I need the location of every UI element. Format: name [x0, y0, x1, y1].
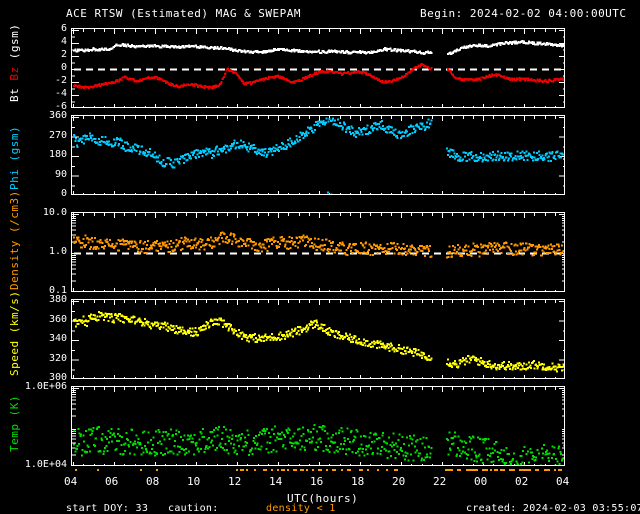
caution-mark — [544, 469, 550, 471]
yaxis-title-bt-bz: Bt Bz (gsm) — [8, 24, 21, 102]
yaxis-title-phi: Phi (gsm) — [8, 126, 21, 190]
yaxis-tick-label: 320 — [49, 354, 67, 364]
caution-mark — [75, 469, 77, 471]
caution-mark — [347, 469, 351, 471]
footer-caution-value: density < 1 — [266, 503, 336, 514]
page-title: ACE RTSW (Estimated) MAG & SWEPAM — [66, 7, 301, 20]
yaxis-tick-label: 0 — [61, 63, 67, 73]
caution-mark — [500, 469, 504, 471]
caution-mark — [457, 469, 461, 471]
yaxis-tick-label: 0 — [61, 189, 67, 199]
xaxis-tick-label: 14 — [269, 475, 282, 488]
yaxis-tick-label: 180 — [49, 150, 67, 160]
xaxis-tick-label: 22 — [433, 475, 446, 488]
panel-temp — [71, 386, 565, 466]
xaxis-tick-label: 04 — [556, 475, 569, 488]
panel-bt-bz — [71, 28, 565, 108]
yaxis-tick-label: 4 — [61, 37, 67, 47]
caution-mark — [254, 469, 256, 471]
xaxis-tick-label: 04 — [64, 475, 77, 488]
xaxis-tick-label: 06 — [105, 475, 118, 488]
yaxis-tick-label: 90 — [55, 170, 67, 180]
panel-phi — [71, 115, 565, 195]
caution-mark — [300, 469, 304, 471]
yaxis-tick-label: 360 — [49, 315, 67, 325]
yaxis-tick-label: 6 — [61, 24, 67, 34]
yaxis-tick-label: 1.0E+04 — [25, 460, 67, 470]
xaxis-tick-label: 00 — [474, 475, 487, 488]
yaxis-title-density: Density (/cm3) — [8, 190, 21, 290]
caution-mark — [287, 469, 289, 471]
caution-mark — [97, 469, 99, 471]
panel-speed — [71, 299, 565, 379]
caution-mark — [140, 469, 142, 471]
caution-mark — [445, 469, 453, 471]
caution-mark — [246, 469, 248, 471]
yaxis-tick-label: 380 — [49, 295, 67, 305]
caution-mark — [509, 469, 515, 471]
footer-created: created: 2024-02-03 03:55:07UTC — [466, 503, 640, 514]
panel-density — [71, 212, 565, 292]
yaxis-tick-label: -2 — [55, 76, 67, 86]
caution-mark — [263, 469, 267, 471]
caution-mark — [394, 469, 398, 471]
xaxis-tick-label: 08 — [146, 475, 159, 488]
xaxis-tick-label: 02 — [515, 475, 528, 488]
caution-mark — [293, 469, 297, 471]
yaxis-title-part: (gsm) — [8, 24, 21, 60]
caution-mark — [386, 469, 388, 471]
caution-mark — [535, 469, 539, 471]
yaxis-tick-label: 10.0 — [43, 208, 67, 218]
yaxis-title-temp: Temp (K) — [8, 395, 21, 452]
caution-mark — [519, 469, 531, 471]
yaxis-tick-label: 270 — [49, 131, 67, 141]
caution-mark — [494, 469, 498, 471]
caution-mark — [236, 469, 238, 471]
caution-mark — [558, 469, 562, 471]
yaxis-tick-label: 2 — [61, 50, 67, 60]
xaxis-tick-label: 10 — [187, 475, 200, 488]
yaxis-title-part: Bz — [8, 59, 21, 80]
caution-mark — [482, 469, 488, 471]
yaxis-tick-label: 1.0E+06 — [25, 382, 67, 392]
caution-mark — [281, 469, 285, 471]
caution-mark — [466, 469, 478, 471]
caution-mark — [332, 469, 336, 471]
caution-mark — [318, 469, 322, 471]
caution-mark — [240, 469, 244, 471]
caution-mark — [377, 469, 379, 471]
yaxis-title-speed: Speed (km/s) — [8, 291, 21, 376]
caution-mark — [554, 469, 556, 471]
yaxis-tick-label: 360 — [49, 111, 67, 121]
footer-start-doy: start DOY: 33 — [66, 503, 148, 514]
yaxis-tick-label: -4 — [55, 89, 67, 99]
xaxis-tick-label: 20 — [392, 475, 405, 488]
xaxis-tick-label: 12 — [228, 475, 241, 488]
begin-timestamp: Begin: 2024-02-02 04:00:00UTC — [420, 7, 627, 20]
footer-caution-label: caution: — [168, 503, 219, 514]
caution-mark — [156, 469, 158, 471]
caution-mark — [271, 469, 273, 471]
caution-mark — [367, 469, 369, 471]
xaxis-tick-label: 16 — [310, 475, 323, 488]
caution-mark — [277, 469, 279, 471]
xaxis-tick-label: 18 — [351, 475, 364, 488]
yaxis-tick-label: 340 — [49, 334, 67, 344]
caution-mark — [359, 469, 363, 471]
caution-mark — [312, 469, 314, 471]
caution-mark — [490, 469, 492, 471]
caution-mark — [326, 469, 328, 471]
yaxis-tick-label: 1.0 — [49, 247, 67, 257]
caution-mark — [341, 469, 343, 471]
yaxis-title-part: Bt — [8, 81, 21, 102]
caution-mark — [306, 469, 308, 471]
